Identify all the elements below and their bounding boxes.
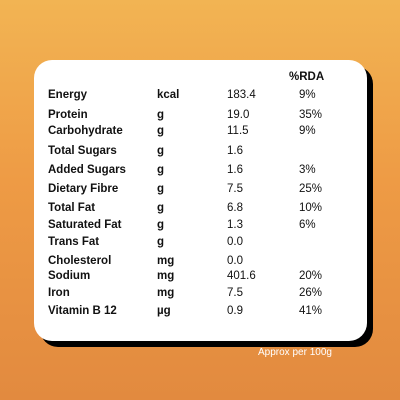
nutrient-rda: 3% bbox=[299, 164, 316, 176]
nutrient-unit: g bbox=[157, 236, 165, 248]
table-row: Sodium mg 401.6 20% bbox=[0, 267, 400, 285]
nutrient-name: Protein bbox=[48, 109, 88, 121]
nutrient-unit: g bbox=[157, 202, 165, 214]
table-row: Carbohydrate g 11.5 9% bbox=[0, 122, 400, 140]
table-row: Added Sugars g 1.6 3% bbox=[0, 161, 400, 179]
table-row: Protein g 19.0 35% bbox=[0, 106, 400, 124]
nutrient-value: 6.8 bbox=[227, 202, 243, 214]
nutrient-value: 19.0 bbox=[227, 109, 250, 121]
table-row: Saturated Fat g 1.3 6% bbox=[0, 216, 400, 234]
table-row: Energy kcal 183.4 9% bbox=[0, 86, 400, 104]
nutrition-card bbox=[34, 60, 367, 341]
nutrient-name: Total Sugars bbox=[48, 145, 117, 157]
nutrient-value: 0.0 bbox=[227, 255, 243, 267]
table-row: Iron mg 7.5 26% bbox=[0, 284, 400, 302]
nutrient-unit: g bbox=[157, 219, 165, 231]
nutrient-rda: 26% bbox=[299, 287, 323, 299]
nutrient-name: Cholesterol bbox=[48, 255, 112, 267]
nutrient-rda: 6% bbox=[299, 219, 316, 231]
nutrient-rda: 20% bbox=[299, 270, 323, 282]
nutrient-unit: g bbox=[157, 109, 165, 121]
nutrient-unit: mg bbox=[157, 270, 175, 282]
nutrient-rda: 9% bbox=[299, 89, 316, 101]
nutrient-name: Added Sugars bbox=[48, 164, 126, 176]
table-row: Vitamin B 12 µg 0.9 41% bbox=[0, 302, 400, 320]
nutrient-name: Iron bbox=[48, 287, 70, 299]
nutrient-unit: kcal bbox=[157, 89, 180, 101]
nutrient-value: 0.0 bbox=[227, 236, 243, 248]
rda-header: %RDA bbox=[289, 71, 325, 83]
nutrient-unit: g bbox=[157, 183, 165, 195]
nutrient-name: Saturated Fat bbox=[48, 219, 122, 231]
nutrient-unit: µg bbox=[157, 305, 171, 317]
nutrient-value: 11.5 bbox=[227, 125, 249, 137]
footer-note: Approx per 100g bbox=[258, 347, 332, 358]
table-row: Trans Fat g 0.0 bbox=[0, 233, 400, 251]
nutrient-unit: g bbox=[157, 125, 165, 137]
nutrient-name: Vitamin B 12 bbox=[48, 305, 117, 317]
nutrient-value: 7.5 bbox=[227, 287, 243, 299]
nutrient-unit: g bbox=[157, 145, 165, 157]
table-row: Total Sugars g 1.6 bbox=[0, 142, 400, 160]
nutrient-unit: mg bbox=[157, 255, 175, 267]
nutrient-name: Sodium bbox=[48, 270, 91, 282]
nutrient-value: 183.4 bbox=[227, 89, 256, 101]
nutrient-unit: mg bbox=[157, 287, 175, 299]
nutrient-value: 7.5 bbox=[227, 183, 243, 195]
nutrient-name: Energy bbox=[48, 89, 87, 101]
nutrient-rda: 41% bbox=[299, 305, 323, 317]
table-row: Total Fat g 6.8 10% bbox=[0, 199, 400, 217]
nutrient-value: 0.9 bbox=[227, 305, 243, 317]
nutrient-name: Dietary Fibre bbox=[48, 183, 119, 195]
nutrient-rda: 9% bbox=[299, 125, 316, 137]
nutrient-value: 1.6 bbox=[227, 164, 243, 176]
nutrient-value: 1.6 bbox=[227, 145, 243, 157]
nutrient-rda: 35% bbox=[299, 109, 323, 121]
nutrient-rda: 25% bbox=[299, 183, 323, 195]
table-row: Cholesterol mg 0.0 bbox=[0, 252, 400, 270]
nutrient-unit: g bbox=[157, 164, 165, 176]
nutrient-name: Trans Fat bbox=[48, 236, 100, 248]
nutrient-rda: 10% bbox=[299, 202, 323, 214]
table-row: Dietary Fibre g 7.5 25% bbox=[0, 180, 400, 198]
nutrient-name: Total Fat bbox=[48, 202, 96, 214]
nutrient-name: Carbohydrate bbox=[48, 125, 123, 137]
nutrient-value: 1.3 bbox=[227, 219, 243, 231]
nutrient-value: 401.6 bbox=[227, 270, 256, 282]
